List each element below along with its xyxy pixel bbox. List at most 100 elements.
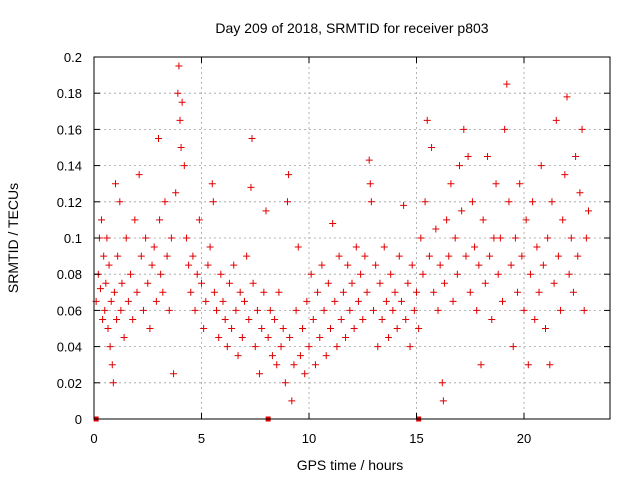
data-point — [552, 116, 560, 124]
data-point — [376, 279, 384, 287]
data-point — [165, 306, 173, 314]
data-point — [161, 198, 169, 206]
data-point — [436, 261, 444, 269]
data-point — [139, 306, 147, 314]
data-point — [294, 243, 302, 251]
data-point — [225, 279, 233, 287]
data-point — [109, 379, 117, 387]
data-point — [142, 234, 150, 242]
data-point — [107, 297, 115, 305]
data-point — [118, 279, 126, 287]
data-point — [113, 315, 121, 323]
data-point — [202, 297, 210, 305]
data-point — [391, 288, 399, 296]
data-point — [106, 343, 114, 351]
data-point — [288, 397, 296, 405]
data-point — [137, 252, 145, 260]
y-tick-label: 0.18 — [57, 86, 82, 101]
data-point — [464, 153, 472, 161]
data-point — [221, 315, 229, 323]
data-point — [350, 325, 358, 332]
data-point — [333, 343, 341, 351]
data-point — [104, 325, 112, 332]
data-point — [535, 288, 543, 296]
data-point — [155, 134, 162, 142]
y-tick-label: 0.12 — [57, 195, 82, 210]
data-point — [290, 361, 298, 369]
data-point — [241, 297, 248, 305]
data-point — [159, 288, 167, 296]
data-point — [266, 306, 274, 314]
data-point — [507, 261, 515, 269]
data-point — [432, 225, 440, 233]
data-point — [129, 315, 137, 323]
axis-ticks: 0 0.02 0.04 0.06 0.08 0.1 0.12 0.14 0.16 0.18 0.2 0… — [57, 50, 610, 446]
data-point — [170, 370, 178, 378]
data-point — [475, 261, 483, 269]
data-point — [492, 180, 500, 188]
data-point — [522, 216, 530, 224]
data-point — [131, 216, 139, 224]
data-point — [434, 306, 442, 314]
data-point — [443, 216, 451, 224]
data-point — [511, 234, 519, 242]
data-point — [307, 270, 315, 278]
data-point — [546, 361, 554, 369]
data-point — [219, 297, 227, 305]
data-point — [103, 234, 111, 242]
data-point — [124, 297, 132, 305]
data-point — [232, 306, 240, 314]
x-axis-label: GPS time / hours — [297, 457, 404, 473]
data-point — [122, 234, 130, 242]
data-point — [209, 198, 217, 206]
data-point — [187, 288, 195, 296]
data-point — [195, 216, 203, 224]
data-point — [249, 279, 257, 287]
data-point — [329, 220, 337, 228]
data-point — [430, 288, 438, 296]
data-point — [415, 325, 423, 332]
data-points — [92, 62, 592, 422]
data-point — [172, 189, 180, 197]
data-point — [339, 288, 347, 296]
data-point — [372, 261, 380, 269]
data-point — [352, 243, 360, 251]
data-point — [585, 207, 592, 215]
data-point — [150, 243, 158, 251]
data-point — [554, 252, 562, 260]
y-tick-label: 0.02 — [57, 376, 82, 391]
data-point — [466, 288, 474, 296]
data-point — [456, 162, 463, 170]
data-point — [505, 198, 513, 206]
data-point — [189, 252, 197, 260]
data-point — [417, 234, 425, 242]
data-point — [303, 297, 311, 305]
data-point — [370, 306, 377, 314]
data-point — [314, 288, 322, 296]
data-point — [529, 198, 537, 206]
data-point — [567, 234, 575, 242]
data-point — [98, 216, 106, 224]
data-point — [180, 162, 188, 170]
data-point — [100, 252, 108, 260]
data-point — [447, 180, 455, 188]
data-point — [539, 261, 547, 269]
data-point — [509, 343, 517, 351]
data-point — [101, 306, 109, 314]
data-point — [248, 134, 256, 142]
data-point — [408, 261, 416, 269]
data-point — [193, 270, 201, 278]
data-point — [496, 234, 504, 242]
data-point — [346, 306, 354, 314]
data-point — [127, 270, 135, 278]
data-point — [471, 243, 479, 251]
data-point — [327, 325, 334, 332]
data-point — [531, 315, 539, 323]
data-point — [449, 297, 457, 305]
data-point — [335, 252, 343, 260]
x-tick-label: 5 — [198, 431, 205, 446]
data-point — [320, 306, 328, 314]
data-point — [311, 361, 319, 369]
data-point — [253, 306, 261, 314]
